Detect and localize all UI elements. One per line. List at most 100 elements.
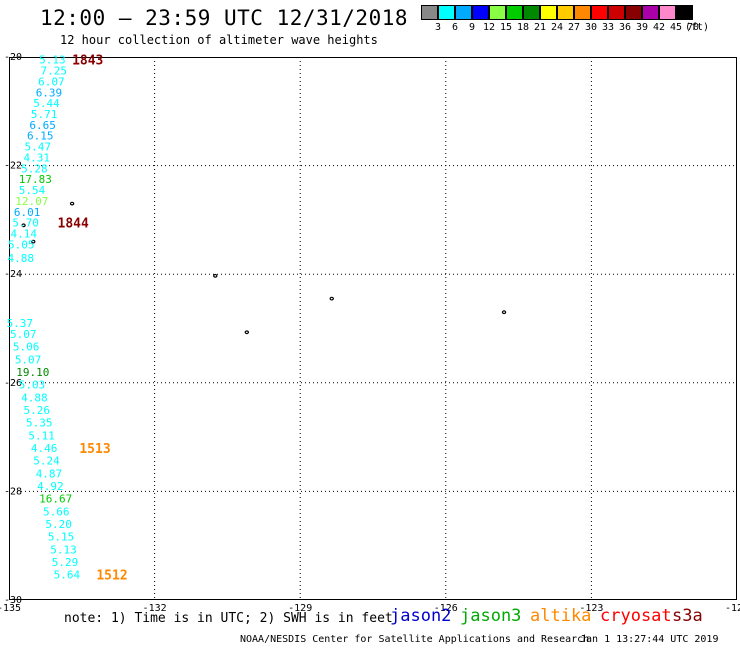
lon-label: -123 (579, 603, 603, 614)
page-title: 12:00 — 23:59 UTC 12/31/2018 (40, 6, 409, 30)
legend-swatch (591, 5, 608, 20)
satellite-name-altika: altika (530, 606, 592, 626)
legend-swatch (506, 5, 523, 20)
lon-label: -135 (0, 603, 21, 614)
legend-tick-label: 70 (686, 22, 700, 33)
legend-tick-label: 33 (601, 22, 615, 33)
legend-swatch (540, 5, 557, 20)
lat-label: -28 (4, 486, 22, 497)
lat-label: -26 (4, 378, 22, 389)
legend-tick-label: 36 (618, 22, 632, 33)
legend-tick-label: 45 (669, 22, 683, 33)
wave-height-value: 5.03 (19, 378, 45, 391)
wave-height-value: 5.29 (52, 556, 79, 569)
lon-label: -129 (288, 603, 312, 614)
legend-swatch (642, 5, 659, 20)
legend-swatch (438, 5, 455, 20)
legend-tick-label: 27 (567, 22, 581, 33)
legend-swatch (472, 5, 489, 20)
wave-height-value: 4.87 (36, 467, 63, 480)
legend-tick-label: 3 (434, 22, 442, 33)
legend-swatch (455, 5, 472, 20)
island-5-marker (244, 330, 250, 335)
legend-tick-label: 42 (652, 22, 666, 33)
island-7-marker (501, 310, 507, 315)
legend-tick-label: 15 (499, 22, 513, 33)
color-legend: 3 6 9 12 15 18 21 24 27 30 33 36 39 42 45 70 (ft) (421, 5, 727, 35)
wave-height-value: 5.13 (39, 54, 66, 67)
wave-height-value: 17.83 (19, 173, 52, 186)
observation-time-label: 1844 (58, 217, 89, 232)
island-2-marker (21, 223, 26, 228)
wave-height-value: 5.24 (33, 454, 60, 467)
lon-label: -126 (434, 603, 458, 614)
legend-swatch (659, 5, 676, 20)
satellite-name-cryosat: cryosat (600, 606, 672, 626)
legend-tick-label: 24 (550, 22, 564, 33)
lat-label: -24 (4, 269, 22, 280)
observation-time-label: 1843 (72, 54, 103, 69)
wave-height-map: -20 -22 -24 -26 -28 -30-135 -132 -129 -126 -123 -1… (0, 52, 740, 614)
legend-swatch (557, 5, 574, 20)
observation-time-label: 1512 (96, 568, 127, 583)
wave-height-value: 6.39 (36, 86, 63, 99)
legend-swatch (625, 5, 642, 20)
wave-height-value: 5.06 (13, 340, 40, 353)
wave-height-value: 5.54 (19, 184, 46, 197)
wave-height-value: 5.71 (31, 108, 58, 121)
wave-height-value: 5.07 (15, 353, 42, 366)
satellite-name-s3a: s3a (672, 606, 703, 626)
legend-swatch (523, 5, 540, 20)
legend-tick-label: 12 (482, 22, 496, 33)
wave-height-value: 5.05 (8, 238, 35, 251)
wave-height-value: 5.35 (26, 416, 52, 429)
wave-height-value: 5.13 (50, 544, 77, 557)
lon-label: -120 (725, 603, 740, 614)
satellite-name-jason2: jason2 (390, 606, 452, 626)
lat-label: -22 (4, 161, 22, 172)
wave-height-value: 7.25 (41, 65, 67, 78)
wave-height-value: 4.92 (37, 480, 64, 493)
satellite-name-jason3: jason3 (460, 606, 522, 626)
generated-timestamp: Jan 1 13:27:44 UTC 2019 (580, 634, 719, 645)
wave-height-value: 5.28 (21, 162, 47, 175)
island-4-marker (213, 273, 218, 278)
wave-height-value: 5.66 (43, 505, 69, 518)
island-3-marker (31, 239, 36, 244)
legend-swatch (608, 5, 625, 20)
island-1-marker (69, 201, 75, 206)
observation-time-label: 1513 (79, 442, 110, 457)
wave-height-value: 4.88 (21, 391, 47, 404)
lat-label: -20 (4, 52, 22, 63)
wave-height-value: 4.46 (31, 442, 58, 455)
page-subtitle: 12 hour collection of altimeter wave hei… (60, 33, 378, 47)
wave-height-value: 5.26 (24, 404, 50, 417)
wave-height-value: 16.67 (39, 492, 72, 505)
wave-height-value: 5.70 (12, 217, 38, 230)
wave-height-value: 5.47 (25, 141, 52, 154)
wave-height-value: 5.44 (33, 97, 60, 110)
wave-height-value: 12.07 (15, 195, 48, 208)
wave-height-value: 19.10 (16, 366, 49, 379)
footer-note: note: 1) Time is in UTC; 2) SWH is in fe… (64, 611, 393, 626)
lat-label: -30 (4, 595, 22, 606)
legend-swatch (489, 5, 506, 20)
wave-height-value: 5.07 (10, 328, 36, 341)
legend-swatch (574, 5, 591, 20)
wave-height-value: 6.65 (29, 119, 56, 132)
legend-unit: (ft) (685, 22, 710, 33)
wave-height-value: 4.31 (24, 151, 50, 164)
legend-tick-label: 30 (584, 22, 598, 33)
wave-height-value: 5.64 (54, 568, 81, 581)
map-frame (9, 57, 737, 600)
wave-height-value: 5.15 (48, 530, 75, 543)
wave-height-value: 4.14 (10, 227, 37, 240)
legend-swatch (421, 5, 438, 20)
legend-tick-label: 18 (516, 22, 530, 33)
wave-height-value: 6.15 (27, 130, 54, 143)
credit-line: NOAA/NESDIS Center for Satellite Applica… (240, 634, 590, 645)
wave-height-value: 6.07 (38, 75, 64, 88)
wave-height-value: 6.01 (14, 206, 41, 219)
legend-tick-label: 6 (451, 22, 459, 33)
legend-tick-label: 39 (635, 22, 649, 33)
